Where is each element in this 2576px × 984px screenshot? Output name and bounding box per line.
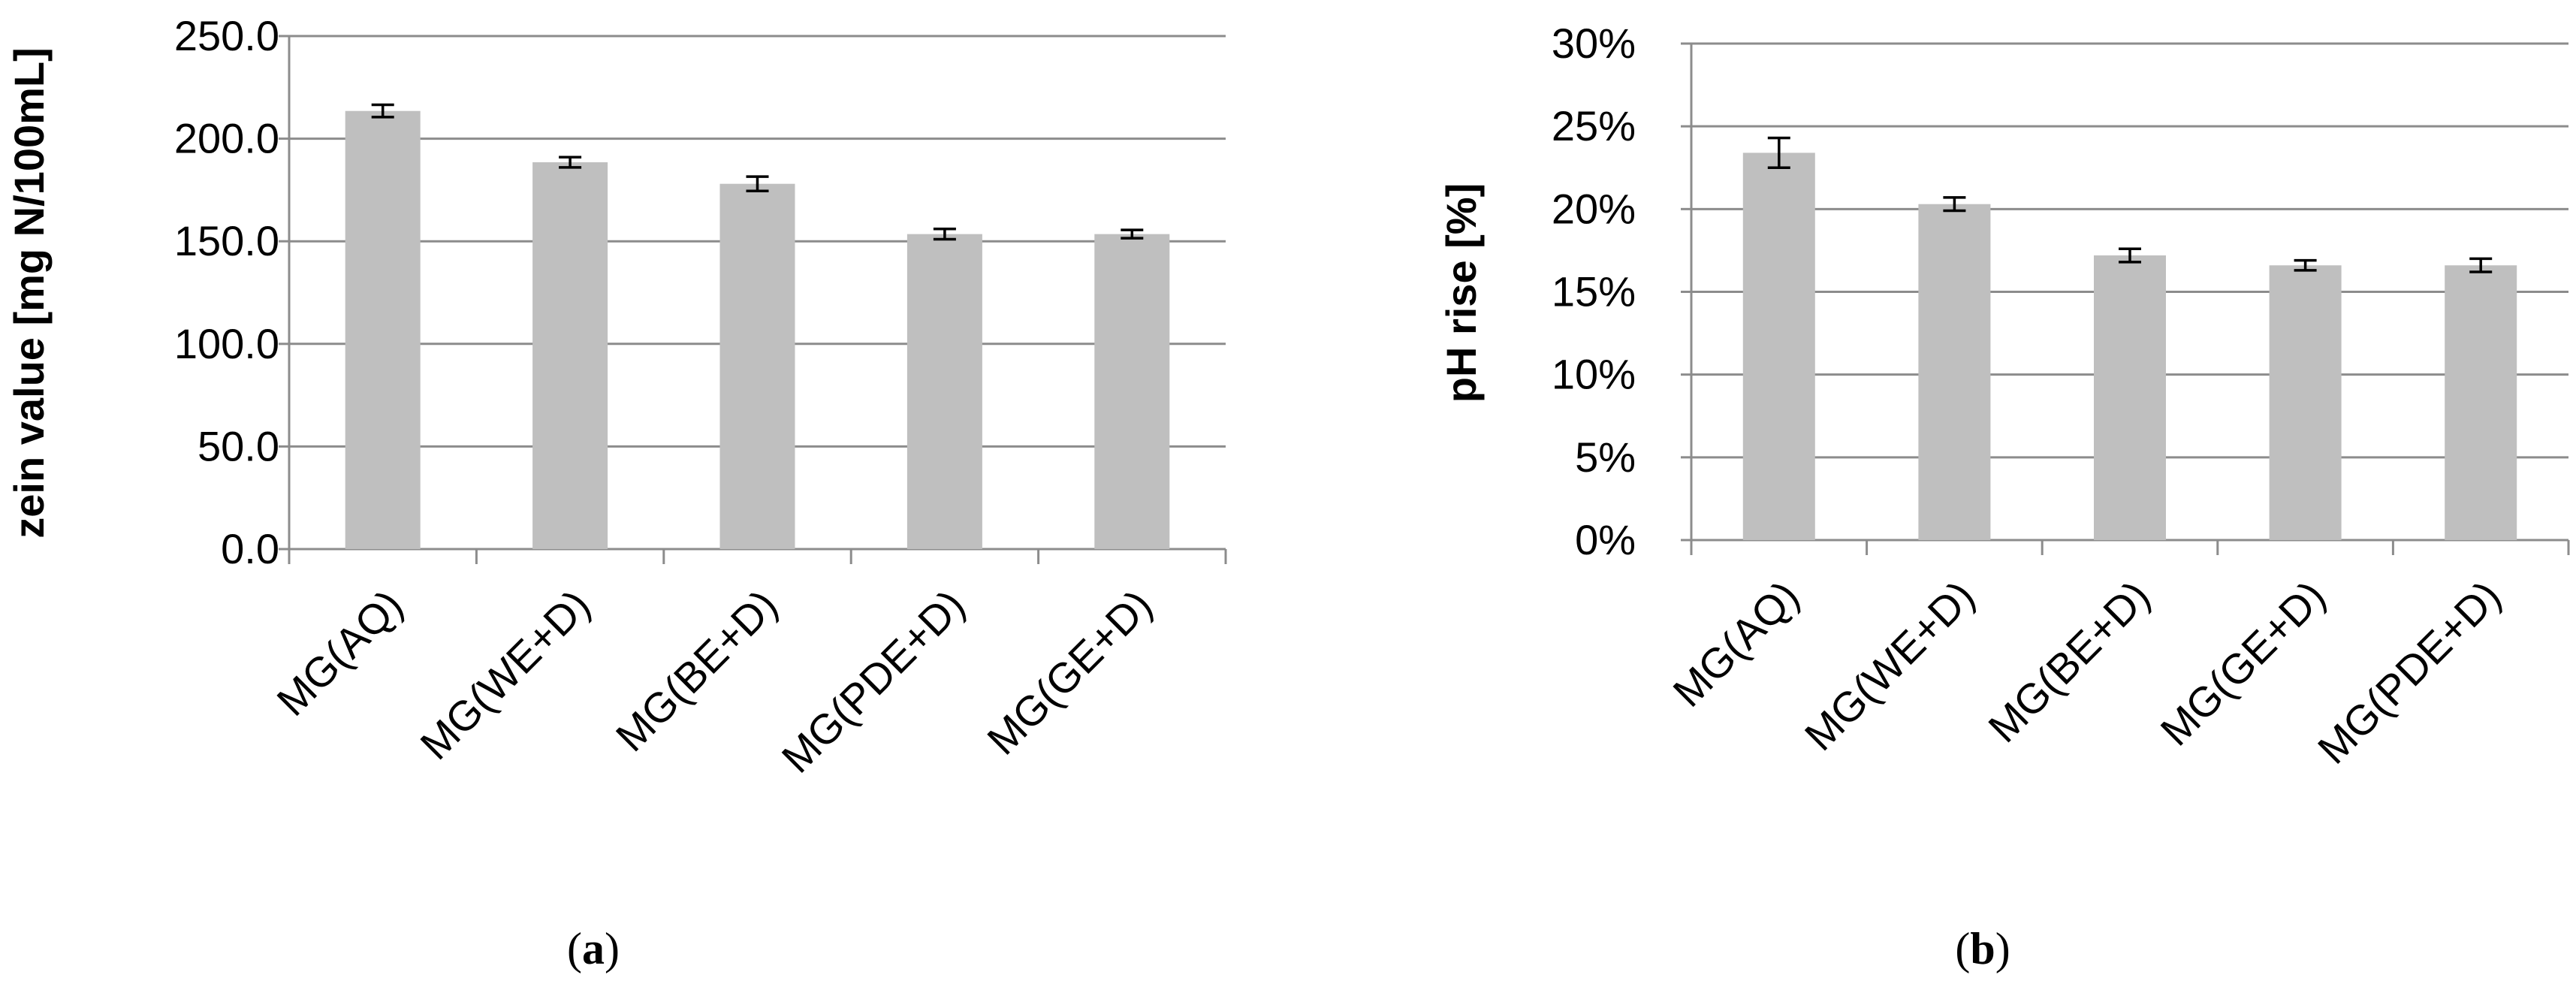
y-tick-label: 0% xyxy=(1575,516,1636,563)
bar xyxy=(2445,265,2517,540)
x-category-label: MG(AQ) xyxy=(1664,572,1808,716)
bar xyxy=(719,183,795,550)
error-bar xyxy=(2119,247,2141,264)
error-bar xyxy=(559,155,582,169)
y-tick-label: 100.0 xyxy=(174,320,279,367)
error-bar xyxy=(371,103,394,119)
y-tick-label: 200.0 xyxy=(174,115,279,162)
error-bar xyxy=(933,228,956,241)
x-category-label: MG(PDE+D) xyxy=(2309,572,2510,773)
caption-a-letter: a xyxy=(582,924,605,973)
y-axis-label: zein value [mg N/100mL] xyxy=(5,47,53,539)
y-tick-label: 150.0 xyxy=(174,217,279,264)
y-axis-label: pH rise [%] xyxy=(1437,183,1485,403)
chart-panel-a: 0.0 50.0 100.0 150.0 200.0 250.0 MG(AQ) MG(WE+D… xyxy=(5,12,1227,782)
error-bar xyxy=(1767,136,1790,169)
bar xyxy=(345,110,421,549)
x-category-label: MG(WE+D) xyxy=(1796,572,1983,759)
x-category-label: MG(BE+D) xyxy=(607,581,786,760)
x-category-label: MG(GE+D) xyxy=(978,581,1161,764)
y-tick-label: 15% xyxy=(1552,268,1636,315)
y-tick-label: 30% xyxy=(1552,20,1636,67)
bar xyxy=(906,234,982,549)
y-tick-label: 50.0 xyxy=(198,422,279,469)
y-tick-label: 250.0 xyxy=(174,12,279,59)
y-tick-label: 25% xyxy=(1552,102,1636,149)
x-category-label: MG(GE+D) xyxy=(2151,572,2334,755)
x-category-label: MG(PDE+D) xyxy=(773,581,974,782)
x-category-label: MG(AQ) xyxy=(267,581,412,725)
error-bar xyxy=(1121,228,1144,240)
caption-b-letter: b xyxy=(1970,924,1995,973)
y-tick-label: 10% xyxy=(1552,351,1636,398)
bar xyxy=(1742,152,1815,541)
bar xyxy=(1094,234,1170,549)
x-category-label: MG(WE+D) xyxy=(411,581,599,768)
y-tick-label: 0.0 xyxy=(221,525,279,572)
x-category-label: MG(BE+D) xyxy=(1979,572,2158,751)
bar xyxy=(2094,255,2166,540)
bar xyxy=(532,162,608,549)
error-bar xyxy=(746,175,769,193)
caption-b: (b) xyxy=(1955,924,2010,973)
caption-a: (a) xyxy=(567,924,620,973)
y-tick-label: 20% xyxy=(1552,185,1636,232)
error-bar xyxy=(1943,196,1966,213)
bar xyxy=(2269,265,2342,540)
error-bar xyxy=(2469,257,2493,273)
error-bar xyxy=(2294,258,2317,272)
bar xyxy=(1918,204,1991,540)
y-tick-label: 5% xyxy=(1575,433,1636,481)
chart-panel-b: 0% 5% 10% 15% 20% 25% 30% MG(AQ)MG(WE+D)MG(BE+D… xyxy=(1437,20,2570,773)
